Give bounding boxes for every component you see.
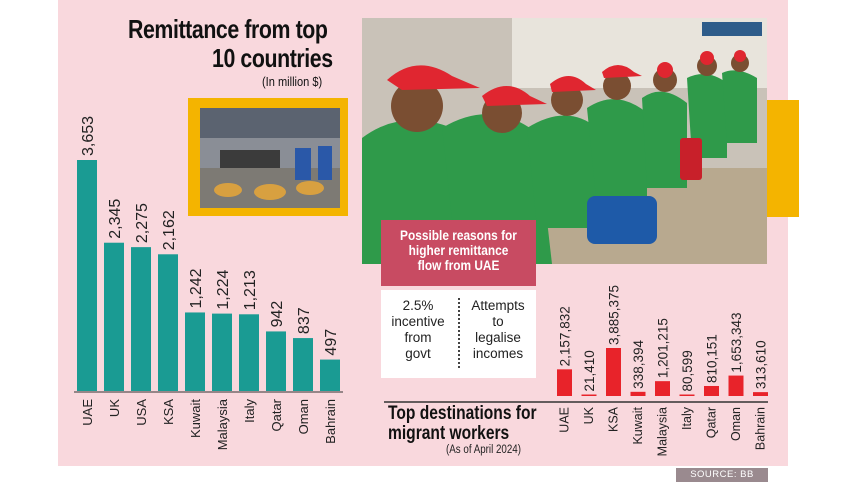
remit-category-label: UAE xyxy=(80,399,95,426)
remit-value-label: 2,275 xyxy=(134,203,151,243)
remit-category-label: Oman xyxy=(296,399,311,434)
remit-bar-kuwait xyxy=(185,312,205,391)
decorative-strip xyxy=(767,100,799,217)
remit-bar-bahrain xyxy=(320,359,340,391)
reason-legalise: Attempts to legalise incomes xyxy=(471,298,525,361)
reasons-heading-line: flow from UAE xyxy=(417,258,500,273)
reason-divider xyxy=(458,298,460,368)
remit-value-label: 837 xyxy=(296,307,313,334)
remit-value-label: 2,162 xyxy=(161,210,178,250)
remit-value-label: 2,345 xyxy=(107,199,124,239)
remit-category-label: Qatar xyxy=(269,398,284,431)
remit-category-label: USA xyxy=(134,399,149,426)
remit-bar-malaysia xyxy=(212,313,232,391)
remit-bar-ksa xyxy=(158,254,178,391)
reasons-heading-line: higher remittance xyxy=(408,243,509,258)
remit-value-label: 1,224 xyxy=(215,269,232,309)
reasons-list: 2.5% incentive from govt Attempts to legali… xyxy=(381,290,536,378)
airport-queue-photo xyxy=(200,108,340,208)
remit-category-label: UK xyxy=(107,399,122,417)
remit-category-label: Italy xyxy=(242,399,257,423)
migrant-chart-title: Top destinations for migrant workers xyxy=(388,403,537,444)
remit-value-label: 1,213 xyxy=(242,270,259,310)
remit-bar-uae xyxy=(77,160,97,391)
remit-category-label: KSA xyxy=(161,399,176,425)
source-label: SOURCE: BB xyxy=(676,468,768,482)
reasons-heading-box: Possible reasons for higher remittance f… xyxy=(381,220,536,286)
remit-value-label: 497 xyxy=(323,329,340,356)
chart-title-line1: Remittance from top xyxy=(128,14,328,44)
remit-category-label: Kuwait xyxy=(188,399,203,438)
remit-value-label: 942 xyxy=(269,301,286,328)
chart-title-line2: 10 countries xyxy=(212,43,333,73)
chart-unit: (In million $) xyxy=(262,74,323,89)
remit-category-label: Bahrain xyxy=(323,399,338,444)
remit-bar-italy xyxy=(239,314,259,391)
remit-bar-uk xyxy=(104,242,124,391)
remit-bar-qatar xyxy=(266,331,286,391)
remit-bar-oman xyxy=(293,338,313,391)
remit-category-label: Malaysia xyxy=(215,398,230,450)
reason-incentive: 2.5% incentive from govt xyxy=(391,298,445,361)
remit-value-label: 3,653 xyxy=(80,116,97,156)
migrant-chart-subtitle: (As of April 2024) xyxy=(446,444,521,456)
remit-bar-usa xyxy=(131,247,151,391)
reasons-heading-line: Possible reasons for xyxy=(400,228,517,243)
remit-value-label: 1,242 xyxy=(188,268,205,308)
